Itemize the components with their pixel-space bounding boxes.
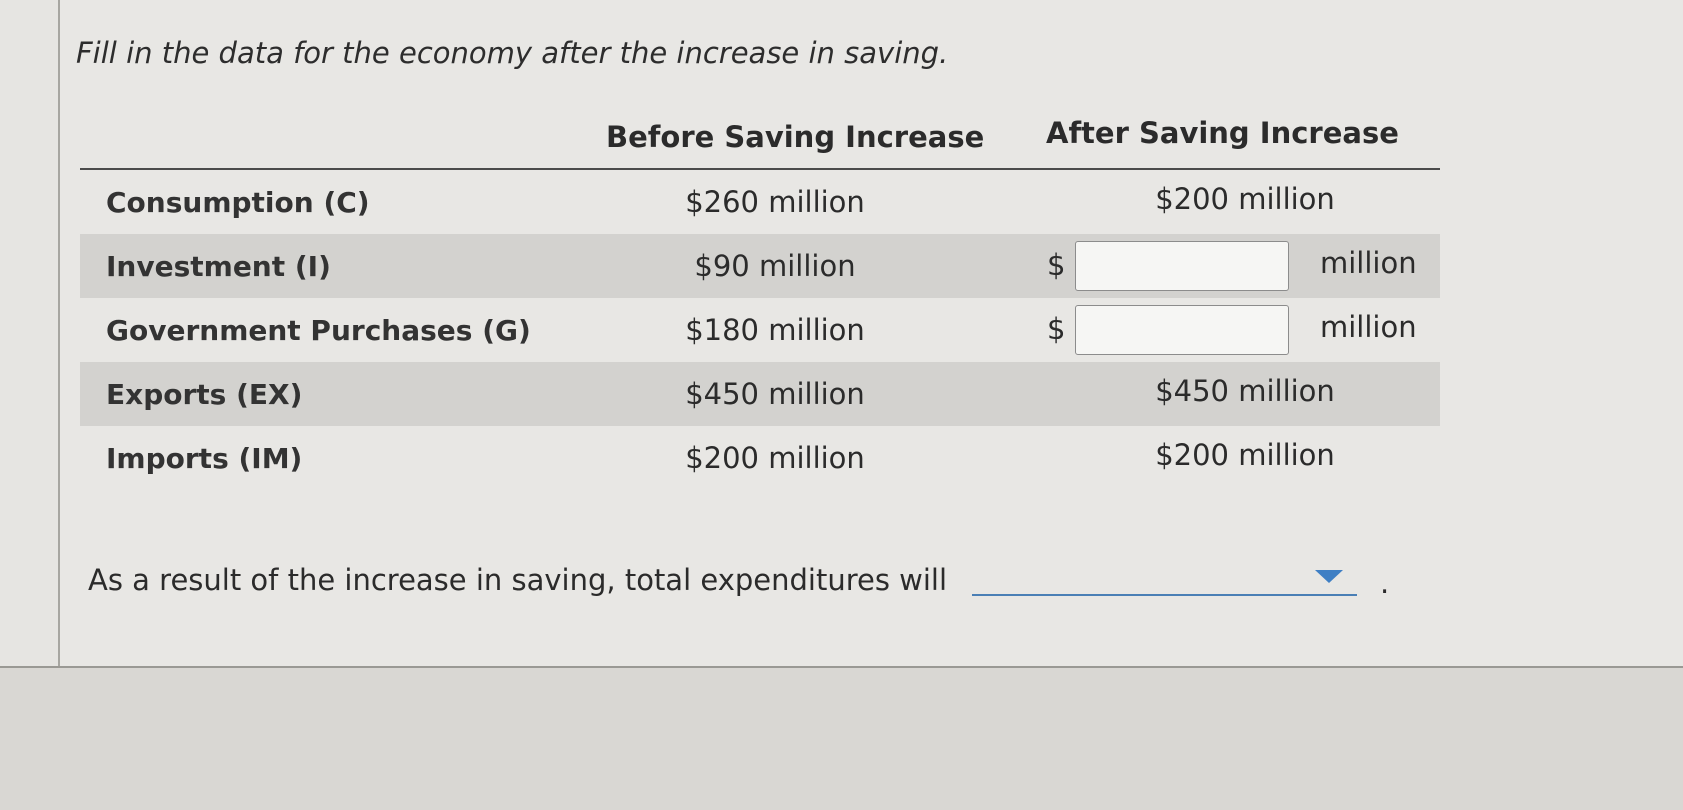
before-value: $180 million <box>685 313 865 347</box>
row-label: Government Purchases (G) <box>106 314 531 347</box>
government-after-input[interactable] <box>1075 305 1289 355</box>
before-value: $450 million <box>685 377 865 411</box>
before-value: $200 million <box>685 441 865 475</box>
result-question: As a result of the increase in saving, t… <box>88 563 948 597</box>
dollar-sign: $ <box>1047 312 1066 346</box>
row-label: Exports (EX) <box>106 378 303 411</box>
dollar-sign: $ <box>1047 248 1066 282</box>
data-table: Before Saving Increase After Saving Incr… <box>80 114 1440 490</box>
total-expenditures-dropdown[interactable] <box>972 560 1357 596</box>
after-value: $450 million <box>1155 374 1335 408</box>
after-value: $200 million <box>1155 438 1335 472</box>
before-value: $260 million <box>685 185 865 219</box>
investment-after-input[interactable] <box>1075 241 1289 291</box>
before-value: $90 million <box>694 249 856 283</box>
question-prompt: Fill in the data for the economy after t… <box>76 36 949 70</box>
header-after: After Saving Increase <box>1046 116 1399 150</box>
unit-label: million <box>1320 246 1417 280</box>
sentence-period: . <box>1380 566 1390 600</box>
table-row-consumption: Consumption (C) $260 million $200 millio… <box>80 170 1440 234</box>
question-panel-inner <box>58 0 1683 666</box>
chevron-down-icon[interactable] <box>1315 570 1343 583</box>
unit-label: million <box>1320 310 1417 344</box>
table-row-imports: Imports (IM) $200 million $200 million <box>80 426 1440 490</box>
row-label: Investment (I) <box>106 250 331 283</box>
table-row-exports: Exports (EX) $450 million $450 million <box>80 362 1440 426</box>
after-value: $200 million <box>1155 182 1335 216</box>
row-label: Imports (IM) <box>106 442 303 475</box>
table-row-investment: Investment (I) $90 million $ million <box>80 234 1440 298</box>
header-before: Before Saving Increase <box>606 120 985 154</box>
row-label: Consumption (C) <box>106 186 370 219</box>
table-header: Before Saving Increase After Saving Incr… <box>80 114 1440 170</box>
question-panel <box>0 0 1683 668</box>
table-row-government: Government Purchases (G) $180 million $ … <box>80 298 1440 362</box>
